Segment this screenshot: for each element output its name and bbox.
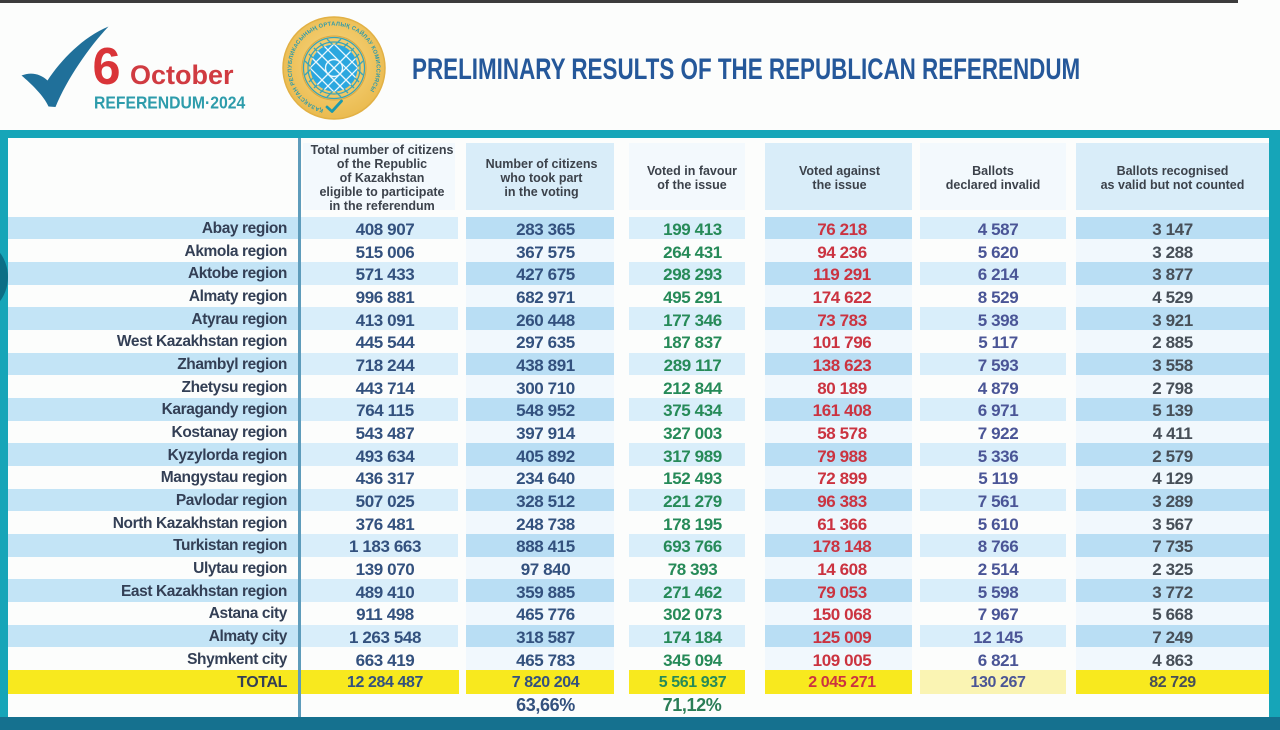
svg-text:October: October bbox=[130, 60, 234, 90]
svg-text:6: 6 bbox=[93, 37, 121, 95]
svg-text:REFERENDUM·2024: REFERENDUM·2024 bbox=[94, 93, 246, 113]
